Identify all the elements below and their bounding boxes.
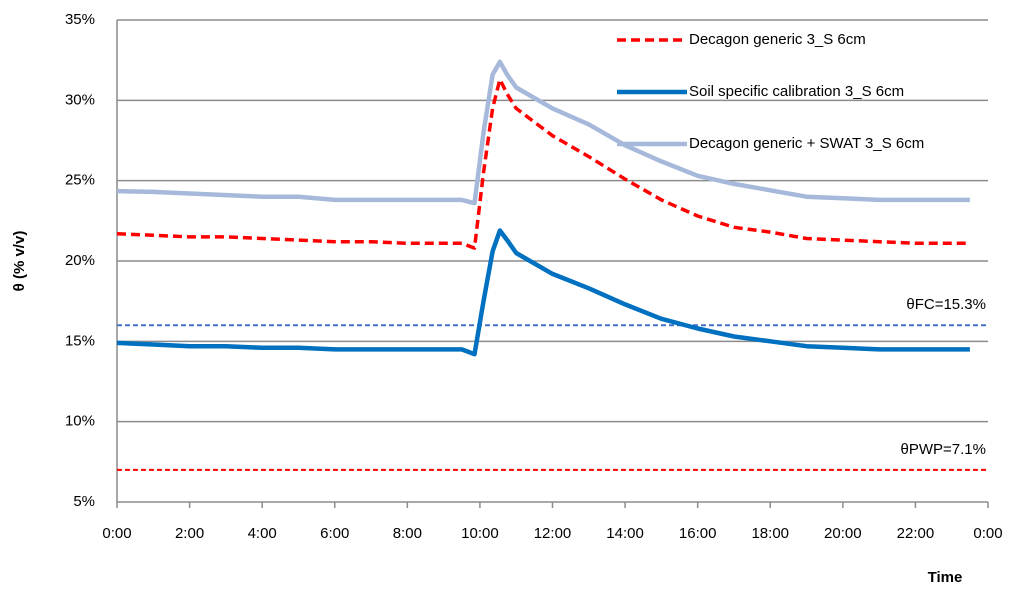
x-tick-label: 6:00 bbox=[320, 525, 349, 542]
x-tick-label: 8:00 bbox=[393, 525, 422, 542]
x-tick-label: 10:00 bbox=[461, 525, 499, 542]
x-tick-label: 4:00 bbox=[248, 525, 277, 542]
x-tick-label: 0:00 bbox=[973, 525, 1002, 542]
x-tick-label: 16:00 bbox=[679, 525, 717, 542]
series-line bbox=[116, 228, 970, 357]
reference-label: θFC=15.3% bbox=[906, 296, 986, 313]
series-line bbox=[116, 77, 970, 250]
x-tick-label: 2:00 bbox=[175, 525, 204, 542]
x-tick-label: 20:00 bbox=[824, 525, 862, 542]
x-tick-label: 0:00 bbox=[102, 525, 131, 542]
legend-label: Decagon generic + SWAT 3_S 6cm bbox=[689, 135, 924, 152]
legend-label: Soil specific calibration 3_S 6cm bbox=[689, 83, 904, 100]
y-tick-label: 5% bbox=[73, 493, 95, 510]
y-tick-label: 20% bbox=[65, 252, 95, 269]
x-tick-label: 22:00 bbox=[897, 525, 935, 542]
y-tick-label: 10% bbox=[65, 413, 95, 430]
x-axis-title: Time bbox=[928, 569, 963, 586]
y-tick-label: 35% bbox=[65, 11, 95, 28]
x-tick-label: 14:00 bbox=[606, 525, 644, 542]
y-axis-title: θ (% v/v) bbox=[11, 231, 28, 292]
reference-label: θPWP=7.1% bbox=[901, 441, 986, 458]
x-tick-label: 18:00 bbox=[751, 525, 789, 542]
series-line bbox=[116, 59, 970, 206]
y-tick-label: 25% bbox=[65, 172, 95, 189]
y-tick-label: 30% bbox=[65, 91, 95, 108]
x-tick-label: 12:00 bbox=[534, 525, 572, 542]
y-tick-label: 15% bbox=[65, 332, 95, 349]
legend-label: Decagon generic 3_S 6cm bbox=[689, 31, 866, 48]
